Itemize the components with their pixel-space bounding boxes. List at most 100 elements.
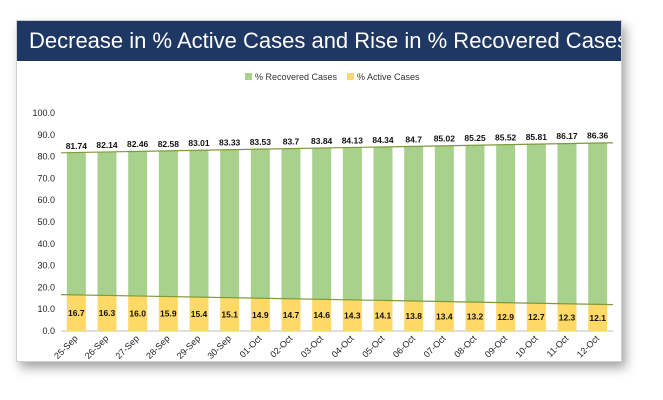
- bar-active: [66, 294, 86, 331]
- data-label-active: 12.1: [589, 313, 606, 323]
- data-label-recovered: 86.17: [556, 131, 578, 141]
- x-tick-label: 10-Oct: [514, 333, 541, 360]
- x-tick-label: 06-Oct: [391, 333, 418, 360]
- x-tick-label: 11-Oct: [545, 333, 571, 359]
- chart-title: Decrease in % Active Cases and Rise in %…: [17, 21, 621, 61]
- data-label-recovered: 82.14: [96, 140, 118, 150]
- x-tick-label: 07-Oct: [422, 333, 449, 360]
- data-label-recovered: 85.02: [434, 134, 456, 144]
- y-tick-label: 30.0: [37, 261, 55, 271]
- bar-recovered: [557, 143, 577, 305]
- bar-active: [404, 300, 424, 331]
- x-tick-label: 26-Sep: [83, 333, 111, 361]
- bar-recovered: [128, 151, 148, 297]
- bar-recovered: [373, 147, 393, 301]
- data-label-recovered: 83.01: [188, 138, 210, 148]
- bar-active: [97, 295, 117, 331]
- x-tick-label: 30-Sep: [205, 333, 233, 361]
- legend-swatch-active: [347, 73, 354, 80]
- x-tick-label: 12-Oct: [575, 333, 602, 360]
- data-label-active: 14.1: [375, 311, 392, 321]
- data-label-active: 14.9: [252, 310, 269, 320]
- data-label-active: 15.9: [160, 309, 177, 319]
- bar-recovered: [496, 144, 516, 303]
- data-label-active: 12.7: [528, 312, 545, 322]
- data-label-recovered: 83.7: [283, 137, 300, 147]
- data-label-active: 13.2: [467, 312, 484, 322]
- x-tick-label: 08-Oct: [452, 333, 479, 360]
- y-tick-label: 70.0: [37, 173, 55, 183]
- data-label-active: 12.9: [497, 312, 514, 322]
- legend-swatch-recovered: [245, 73, 252, 80]
- data-label-active: 16.3: [99, 308, 116, 318]
- y-tick-label: 0.0: [42, 326, 55, 336]
- x-tick-label: 25-Sep: [52, 333, 80, 361]
- x-tick-label: 28-Sep: [144, 333, 172, 361]
- data-label-active: 13.4: [436, 311, 453, 321]
- data-label-active: 16.0: [129, 309, 146, 319]
- x-tick-label: 03-Oct: [299, 333, 326, 360]
- chart-svg: % Recovered Cases % Active Cases 0.0 10.0 20…: [32, 72, 614, 361]
- data-label-recovered: 85.25: [464, 133, 486, 143]
- x-tick-label: 02-Oct: [268, 333, 295, 360]
- bar-active: [588, 304, 608, 331]
- x-tick-label: 05-Oct: [360, 333, 387, 360]
- x-tick-label: 01-Oct: [238, 333, 265, 360]
- y-tick-label: 60.0: [37, 195, 55, 205]
- bar-recovered: [158, 150, 178, 297]
- data-label-recovered: 84.7: [405, 134, 422, 144]
- data-label-recovered: 82.58: [158, 139, 180, 149]
- x-tick-label: 04-Oct: [330, 333, 357, 360]
- bar-active: [312, 299, 332, 331]
- bar-active: [373, 300, 393, 331]
- y-tick-label: 40.0: [37, 239, 55, 249]
- bar-recovered: [281, 148, 301, 299]
- bar-active: [557, 304, 577, 331]
- chart-frame: Decrease in % Active Cases and Rise in %…: [16, 20, 622, 362]
- bar-recovered: [465, 145, 485, 303]
- bar-recovered: [404, 146, 424, 301]
- data-label-active: 14.7: [283, 310, 300, 320]
- bar-active: [526, 303, 546, 331]
- bar-recovered: [526, 143, 546, 304]
- data-label-active: 13.8: [405, 311, 422, 321]
- bar-recovered: [342, 147, 362, 300]
- bar-active: [465, 302, 485, 331]
- bar-active: [128, 296, 148, 331]
- bar-active: [250, 298, 270, 331]
- bar-recovered: [66, 152, 86, 295]
- data-label-recovered: 84.13: [342, 136, 364, 146]
- data-label-recovered: 85.52: [495, 133, 517, 143]
- legend-label-recovered: % Recovered Cases: [255, 72, 338, 82]
- bar-active: [220, 298, 240, 331]
- data-label-active: 12.3: [559, 313, 576, 323]
- bar-active: [281, 298, 301, 331]
- x-tick-label: 09-Oct: [483, 333, 510, 360]
- x-tick-label: 29-Sep: [175, 333, 203, 361]
- bar-active: [496, 302, 516, 331]
- data-label-recovered: 85.81: [526, 132, 548, 142]
- bar-active: [189, 297, 209, 331]
- bar-active: [158, 296, 178, 331]
- data-label-active: 15.1: [221, 310, 238, 320]
- bar-recovered: [588, 142, 608, 305]
- data-label-recovered: 81.74: [66, 141, 88, 151]
- x-tick-label: 27-Sep: [113, 333, 141, 361]
- data-label-recovered: 82.46: [127, 139, 149, 149]
- data-label-recovered: 86.36: [587, 131, 609, 141]
- data-label-recovered: 83.84: [311, 136, 333, 146]
- data-label-recovered: 83.33: [219, 137, 241, 147]
- trendline-recovered: [60, 142, 614, 154]
- bar-active: [342, 299, 362, 331]
- y-tick-label: 50.0: [37, 217, 55, 227]
- data-label-active: 14.3: [344, 310, 361, 320]
- bar-recovered: [312, 148, 332, 300]
- data-label-active: 14.6: [313, 310, 330, 320]
- bar-recovered: [434, 145, 454, 302]
- y-tick-label: 90.0: [37, 130, 55, 140]
- bar-recovered: [220, 149, 240, 299]
- y-tick-label: 20.0: [37, 282, 55, 292]
- data-label-active: 16.7: [68, 308, 85, 318]
- bar-recovered: [97, 151, 117, 296]
- data-label-recovered: 83.53: [250, 137, 272, 147]
